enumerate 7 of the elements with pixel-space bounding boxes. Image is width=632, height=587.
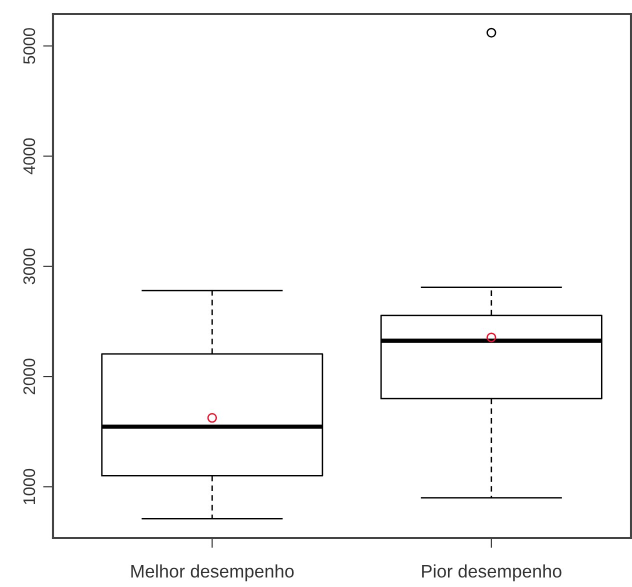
y-tick-label: 2000 xyxy=(23,358,36,394)
x-tick-label: Pior desempenho xyxy=(422,564,562,582)
y-tick-label: 3000 xyxy=(23,248,36,284)
y-tick-label: 5000 xyxy=(23,28,36,64)
y-tick-label: 1000 xyxy=(23,468,36,504)
x-tick-label: Melhor desempenho xyxy=(131,564,294,582)
y-tick-label: 4000 xyxy=(23,138,36,174)
